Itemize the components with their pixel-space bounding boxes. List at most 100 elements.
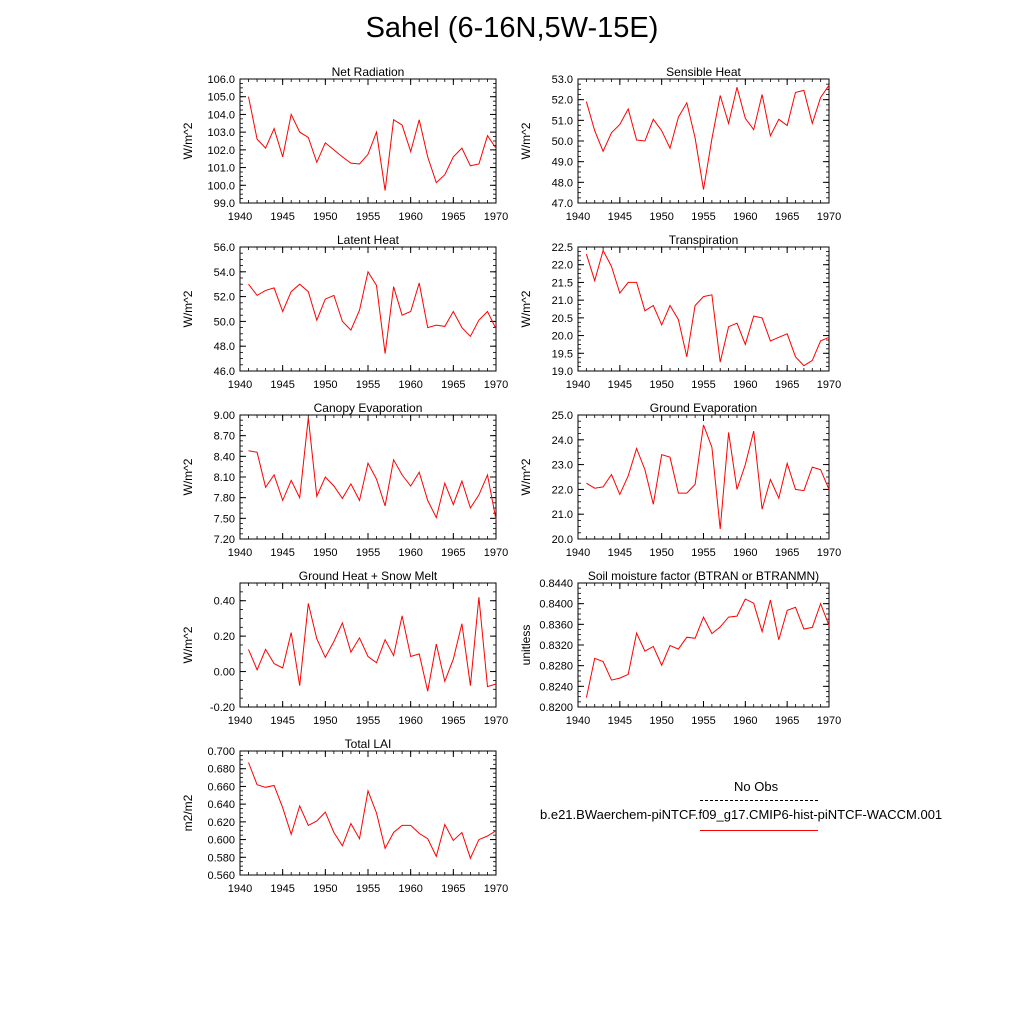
x-tick-label: 1945 [608,379,632,391]
y-tick-label: 0.8280 [539,661,573,673]
x-tick-label: 1945 [270,715,294,727]
y-tick-label: 0.8400 [539,599,573,611]
x-tick-label: 1955 [356,883,380,895]
x-tick-label: 1940 [566,379,590,391]
y-tick-label: 53.0 [552,74,573,86]
series-line-model [585,249,830,367]
panel-title: Latent Heat [337,233,400,247]
x-tick-label: 1960 [398,211,422,223]
chart-panel-2: 1940 1945 1950 1955 1960 1965 1970 47.0 48.0 49.0… [519,65,841,223]
x-tick-label: 1945 [270,379,294,391]
y-tick-label: 0.620 [207,817,235,829]
panel-title: Total LAI [345,737,392,751]
x-tick-label: 1955 [356,715,380,727]
x-tick-label: 1940 [566,547,590,559]
y-tick-label: 21.0 [552,509,573,521]
x-tick-label: 1955 [691,379,715,391]
panel-title: Net Radiation [332,65,405,79]
x-tick-label: 1955 [691,715,715,727]
y-tick-label: 0.20 [214,631,235,643]
y-tick-label: 23.0 [552,460,573,472]
y-tick-label: -0.20 [210,702,235,714]
y-tick-label: 0.660 [207,781,235,793]
y-axis-label: W/m^2 [181,122,195,159]
chart-panel-3: 1940 1945 1950 1955 1960 1965 1970 46.0 48.0 50.0… [181,233,508,391]
y-tick-label: 22.0 [552,484,573,496]
x-tick-label: 1955 [691,211,715,223]
series-line-model [248,417,497,520]
x-tick-label: 1950 [649,547,673,559]
x-tick-label: 1940 [228,715,252,727]
y-axis-label: W/m^2 [181,626,195,663]
panel-title: Canopy Evaporation [314,401,423,415]
y-tick-label: 9.00 [214,410,235,422]
x-tick-label: 1970 [817,715,841,727]
x-tick-label: 1945 [270,547,294,559]
x-tick-label: 1970 [484,883,508,895]
x-tick-label: 1965 [441,883,465,895]
x-tick-label: 1955 [356,211,380,223]
y-tick-label: 22.0 [552,260,573,272]
plot-frame [239,414,497,540]
y-tick-label: 0.560 [207,870,235,882]
y-tick-label: 100.0 [207,180,235,192]
panel-title: Ground Heat + Snow Melt [299,569,438,583]
y-tick-label: 51.0 [552,115,573,127]
x-tick-label: 1970 [484,715,508,727]
x-tick-label: 1960 [733,211,757,223]
y-tick-label: 48.0 [552,177,573,189]
y-tick-label: 0.8200 [539,702,573,714]
x-tick-label: 1965 [775,211,799,223]
y-tick-label: 0.580 [207,852,235,864]
y-tick-label: 49.0 [552,157,573,169]
panel-title: Sensible Heat [666,65,741,79]
y-tick-label: 99.0 [214,198,235,210]
x-tick-label: 1950 [313,883,337,895]
y-axis-label: W/m^2 [519,458,533,495]
x-tick-label: 1950 [313,379,337,391]
series-line-model [248,597,497,692]
y-tick-label: 20.5 [552,313,573,325]
x-tick-label: 1960 [398,379,422,391]
x-tick-label: 1955 [691,547,715,559]
y-tick-label: 106.0 [207,74,235,86]
x-tick-label: 1960 [398,883,422,895]
x-tick-label: 1955 [356,547,380,559]
x-tick-label: 1970 [817,379,841,391]
x-tick-label: 1950 [649,211,673,223]
plot-frame [577,582,830,708]
y-tick-label: 52.0 [552,95,573,107]
x-tick-label: 1965 [441,547,465,559]
y-tick-label: 47.0 [552,198,573,210]
plot-frame [577,78,830,204]
y-tick-label: 48.0 [214,341,235,353]
x-tick-label: 1965 [775,715,799,727]
x-tick-label: 1945 [270,211,294,223]
x-tick-label: 1960 [733,715,757,727]
y-tick-label: 7.20 [214,534,235,546]
x-tick-label: 1965 [441,211,465,223]
series-line-model [248,762,497,860]
chart-panel-9: 1940 1945 1950 1955 1960 1965 1970 0.560 0.580 0.… [181,737,508,895]
y-tick-label: 105.0 [207,92,235,104]
y-tick-label: 50.0 [552,136,573,148]
x-tick-label: 1950 [313,211,337,223]
y-tick-label: 8.40 [214,451,235,463]
x-tick-label: 1970 [484,547,508,559]
x-tick-label: 1960 [733,379,757,391]
y-tick-label: 0.600 [207,835,235,847]
x-tick-label: 1965 [441,379,465,391]
x-tick-label: 1960 [398,547,422,559]
x-tick-label: 1960 [733,547,757,559]
y-axis-label: W/m^2 [181,290,195,327]
plot-frame [239,582,497,708]
y-tick-label: 0.640 [207,799,235,811]
chart-panel-6: 1940 1945 1950 1955 1960 1965 1970 20.0 21.0 22.0… [519,401,841,559]
y-tick-label: 21.0 [552,295,573,307]
y-tick-label: 103.0 [207,127,235,139]
panel-title: Ground Evaporation [650,401,757,415]
series-line-model [248,270,497,354]
x-tick-label: 1965 [441,715,465,727]
y-tick-label: 0.00 [214,667,235,679]
